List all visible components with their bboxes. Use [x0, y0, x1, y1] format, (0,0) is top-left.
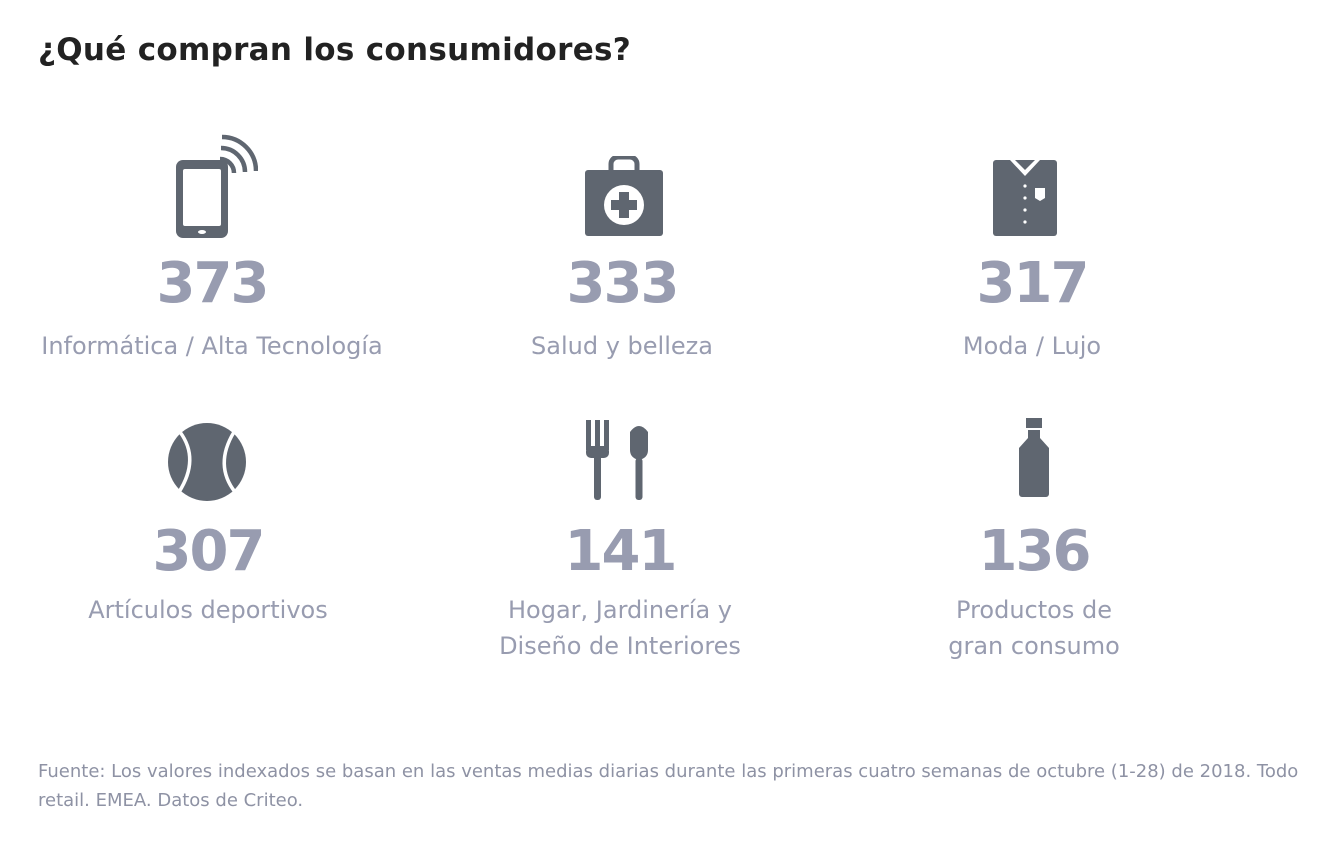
bottle-icon — [1019, 418, 1049, 497]
category-label: Artículos deportivos — [88, 596, 328, 624]
tennis-ball-icon — [168, 423, 246, 501]
category-hogar: 141 Hogar, Jardinería y Diseño de Interi… — [410, 410, 830, 670]
smartphone-signal-icon — [176, 134, 258, 238]
first-aid-kit-icon — [585, 156, 663, 236]
page-title: ¿Qué compran los consumidores? — [38, 32, 632, 68]
category-informatica: 373 Informática / Alta Tecnología — [2, 130, 422, 370]
category-label: Productos de gran consumo — [948, 596, 1120, 660]
category-value: 317 — [976, 251, 1090, 316]
category-moda: 317 Moda / Lujo — [822, 130, 1242, 370]
category-value: 373 — [156, 251, 270, 316]
shirt-icon — [993, 160, 1057, 236]
category-value: 136 — [978, 519, 1092, 584]
category-label: Moda / Lujo — [962, 332, 1102, 360]
category-label: Informática / Alta Tecnología — [41, 332, 383, 360]
category-label: Salud y belleza — [531, 332, 713, 360]
category-value: 141 — [564, 519, 678, 584]
fork-shovel-icon — [586, 420, 648, 500]
category-deportes: 307 Artículos deportivos — [0, 410, 418, 650]
category-label: Hogar, Jardinería y Diseño de Interiores — [499, 596, 741, 660]
category-salud: 333 Salud y belleza — [412, 130, 832, 370]
category-gran-consumo: 136 Productos de gran consumo — [824, 410, 1244, 670]
source-footnote: Fuente: Los valores indexados se basan e… — [38, 761, 1299, 811]
category-value: 307 — [152, 519, 266, 584]
category-value: 333 — [566, 251, 680, 316]
